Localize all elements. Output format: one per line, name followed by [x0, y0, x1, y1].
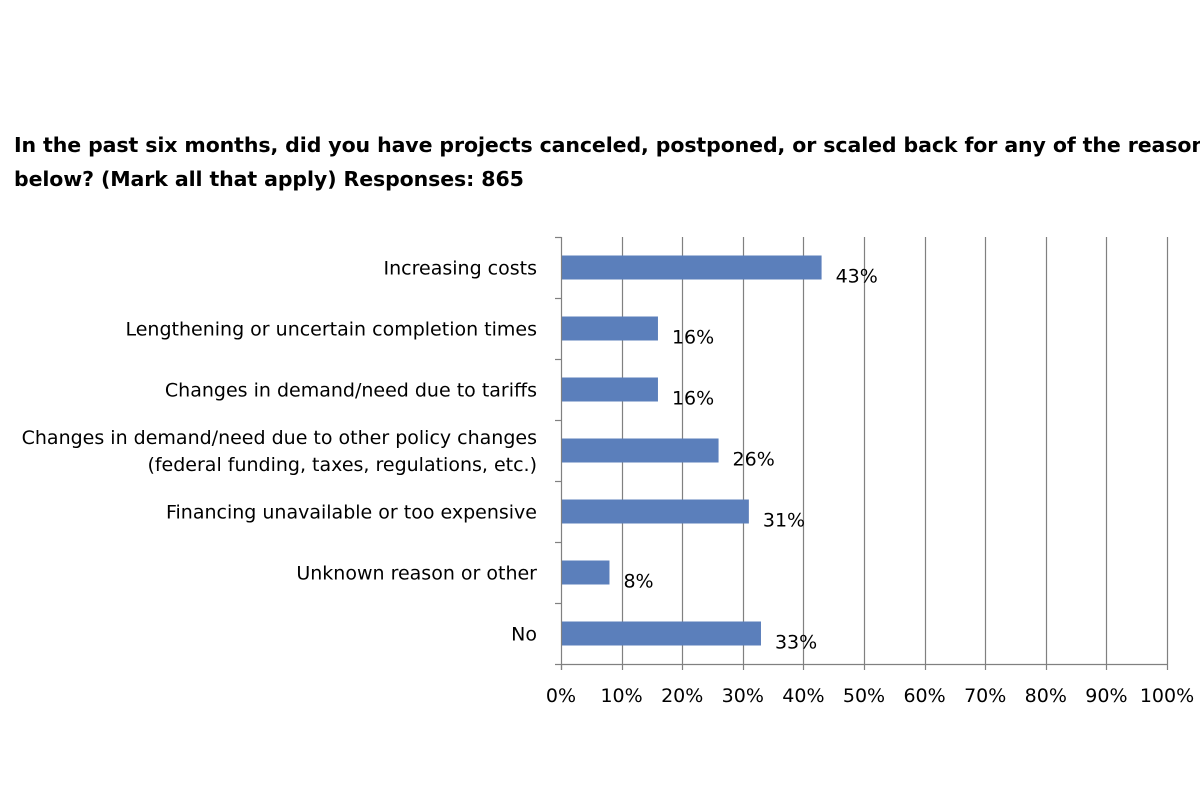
category-label-5: Unknown reason or other	[296, 563, 537, 585]
category-label-1: Lengthening or uncertain completion time…	[125, 319, 537, 341]
category-label-6: No	[511, 624, 537, 646]
data-label-5: 8%	[623, 571, 653, 593]
category-label-0: Increasing costs	[384, 258, 537, 280]
bar-5	[561, 560, 610, 585]
x-tick-label-10: 10%	[600, 685, 642, 707]
chart-title-line-1: In the past six months, did you have pro…	[14, 133, 1200, 157]
data-label-1: 16%	[672, 327, 714, 349]
x-tick-label-0: 0%	[546, 685, 576, 707]
data-label-2: 16%	[672, 388, 714, 410]
category-label-4: Financing unavailable or too expensive	[166, 502, 537, 524]
data-label-3: 26%	[733, 449, 775, 471]
x-tick-label-40: 40%	[782, 685, 824, 707]
bar-1	[561, 316, 658, 341]
x-tick-label-100: 100%	[1140, 685, 1194, 707]
x-tick-label-30: 30%	[722, 685, 764, 707]
bar-6	[561, 621, 761, 646]
data-label-6: 33%	[775, 632, 817, 654]
category-label-3-line-1: (federal funding, taxes, regulations, et…	[147, 454, 537, 476]
x-tick-label-20: 20%	[661, 685, 703, 707]
x-tick-label-70: 70%	[964, 685, 1006, 707]
bar-3	[561, 438, 719, 463]
category-label-2: Changes in demand/need due to tariffs	[165, 380, 537, 402]
data-label-0: 43%	[836, 266, 878, 288]
x-tick-label-80: 80%	[1025, 685, 1067, 707]
bar-2	[561, 377, 658, 402]
x-tick-label-90: 90%	[1085, 685, 1127, 707]
chart-title: In the past six months, did you have pro…	[14, 128, 1200, 196]
bar-4	[561, 499, 749, 524]
x-tick-label-60: 60%	[903, 685, 945, 707]
category-label-3-line-0: Changes in demand/need due to other poli…	[22, 427, 537, 449]
x-tick-label-50: 50%	[843, 685, 885, 707]
chart-title-line-2: below? (Mark all that apply) Responses: …	[14, 167, 524, 191]
bar-0	[561, 255, 822, 280]
data-label-4: 31%	[763, 510, 805, 532]
